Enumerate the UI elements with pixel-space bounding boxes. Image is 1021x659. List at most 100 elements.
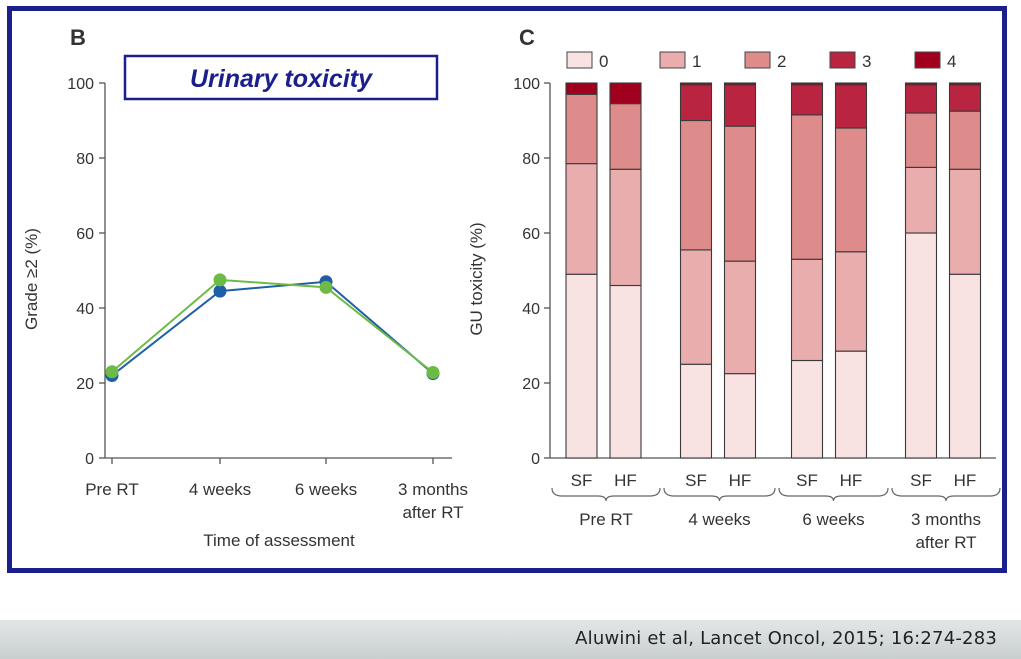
- group-brace: [551, 487, 661, 502]
- bar-chart-y-tick-label: 0: [531, 451, 540, 468]
- line-point: [213, 273, 227, 287]
- line-chart-x-tick-label: Pre RT: [85, 480, 139, 499]
- line-series-1: [111, 280, 434, 377]
- bar-segment-grade-4: [790, 82, 824, 86]
- bar-label: HF: [954, 471, 977, 490]
- line-chart-axes: 0 20 40 60 80 100 Pre RT 4 weeks 6 weeks 3 months…: [67, 76, 468, 522]
- legend-label-2: 2: [777, 52, 786, 71]
- figure-frame: B Urinary toxicity 0 20 40 60 80 100 Pre RT 4 w…: [7, 6, 1007, 573]
- bar-segment-grade-2: [679, 119, 713, 251]
- bar-chart-bars: [565, 82, 982, 459]
- bar-segment-grade-3: [948, 84, 982, 112]
- bar-segment-grade-0: [790, 359, 824, 459]
- line-chart-x-tick-label: 4 weeks: [189, 480, 251, 499]
- bar-segment-grade-0: [948, 273, 982, 459]
- bar-chart-legend: 0 1 2 3 4: [566, 51, 956, 71]
- bar-segment-grade-0: [609, 284, 642, 459]
- bar-segment-grade-2: [565, 93, 598, 165]
- bar-label: HF: [729, 471, 752, 490]
- chart-title-box: [123, 54, 439, 101]
- bar-segment-grade-1: [904, 166, 938, 234]
- bar-segment-grade-0: [565, 273, 598, 459]
- bar-chart-y-tick-label: 80: [522, 151, 540, 168]
- bar-segment-grade-1: [834, 251, 868, 352]
- legend-swatch-4: [914, 51, 941, 69]
- line-chart-ylabel: Grade ≥2 (%): [22, 228, 41, 330]
- bar-segment-grade-0: [834, 350, 868, 459]
- legend-swatch-0: [566, 51, 593, 69]
- line-point: [105, 365, 119, 379]
- bar-segment-grade-4: [834, 82, 868, 86]
- bar-segment-grade-4: [565, 82, 598, 95]
- bar-segment-grade-1: [679, 249, 713, 365]
- bar-segment-grade-3: [723, 84, 757, 127]
- group-label: 4 weeks: [688, 510, 750, 529]
- chart-title: Urinary toxicity: [190, 65, 373, 93]
- line-chart-y-tick-label: 100: [67, 76, 94, 93]
- bar-segment-grade-2: [723, 125, 757, 262]
- bar-segment-grade-3: [834, 84, 868, 129]
- bar-segment-grade-1: [948, 168, 982, 275]
- group-label: 3 months after RT: [911, 510, 981, 552]
- legend-label-3: 3: [862, 52, 871, 71]
- bar-segment-grade-0: [723, 373, 757, 459]
- line-chart-x-tick-label: 3 months after RT: [398, 480, 468, 522]
- legend-swatch-2: [744, 51, 771, 69]
- bar-chart-y-tick-label: 40: [522, 301, 540, 318]
- line-chart-y-tick-label: 40: [76, 301, 94, 318]
- bar-segment-grade-2: [948, 110, 982, 170]
- group-label: 6 weeks: [802, 510, 864, 529]
- line-chart-x-tick-label: 6 weeks: [295, 480, 357, 499]
- group-label: Pre RT: [579, 510, 633, 529]
- bar-label: HF: [614, 471, 637, 490]
- bar-segment-grade-2: [609, 103, 642, 170]
- line-chart-y-tick-label: 60: [76, 226, 94, 243]
- citation: Aluwini et al, Lancet Oncol, 2015; 16:27…: [575, 628, 997, 649]
- bar-segment-grade-1: [790, 258, 824, 362]
- bar-segment-grade-4: [679, 82, 713, 86]
- bar-chart-y-tick-label: 60: [522, 226, 540, 243]
- bar-segment-grade-1: [723, 260, 757, 375]
- bar-chart-y-tick-label: 100: [513, 76, 540, 93]
- bar-segment-grade-2: [790, 114, 824, 260]
- group-brace: [891, 487, 1001, 502]
- legend-label-0: 0: [599, 52, 608, 71]
- bar-label: SF: [571, 471, 593, 490]
- bar-segment-grade-2: [904, 112, 938, 168]
- group-brace: [778, 487, 889, 502]
- panel-c-letter: C: [519, 25, 535, 50]
- line-chart-y-tick-label: 20: [76, 376, 94, 393]
- bar-segment-grade-4: [948, 82, 982, 86]
- bar-segment-grade-0: [904, 232, 938, 459]
- bar-chart-ylabel: GU toxicity (%): [467, 222, 486, 335]
- bar-segment-grade-1: [565, 163, 598, 275]
- bar-chart-categories: SF HF SF HF SF HF SF HF Pre RT 4 weeks 6 weeks 3 mo…: [551, 471, 1001, 552]
- legend-label-1: 1: [692, 52, 701, 71]
- line-chart-xlabel: Time of assessment: [203, 531, 355, 550]
- legend-label-4: 4: [947, 52, 956, 71]
- bar-label: SF: [796, 471, 818, 490]
- bar-label: HF: [840, 471, 863, 490]
- bar-segment-grade-4: [723, 82, 757, 86]
- bar-segment-grade-3: [904, 84, 938, 114]
- panel-b-letter: B: [70, 25, 86, 50]
- line-point: [319, 280, 333, 294]
- line-point: [213, 284, 227, 298]
- bar-segment-grade-3: [790, 84, 824, 116]
- bar-segment-grade-0: [679, 363, 713, 459]
- bar-segment-grade-1: [609, 168, 642, 287]
- bar-segment-grade-2: [834, 127, 868, 253]
- legend-swatch-1: [659, 51, 686, 69]
- bar-segment-grade-4: [609, 82, 642, 105]
- line-series-2: [111, 278, 434, 374]
- bar-chart-y-tick-label: 20: [522, 376, 540, 393]
- line-point: [426, 366, 440, 379]
- bar-label: SF: [685, 471, 707, 490]
- line-chart-y-tick-label: 80: [76, 151, 94, 168]
- bar-segment-grade-4: [904, 82, 938, 86]
- bar-label: SF: [910, 471, 932, 490]
- bar-segment-grade-3: [679, 84, 713, 122]
- line-chart-y-tick-label: 0: [85, 451, 94, 468]
- footer-bar: Aluwini et al, Lancet Oncol, 2015; 16:27…: [0, 620, 1021, 659]
